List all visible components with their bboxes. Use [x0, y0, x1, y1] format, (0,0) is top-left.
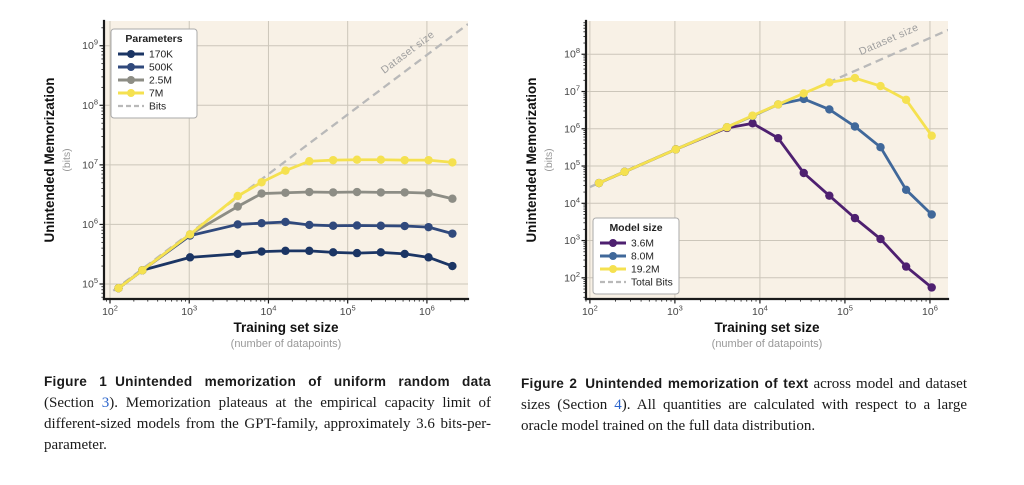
y-axis-sublabel: (bits) — [543, 148, 555, 171]
svg-text:107: 107 — [564, 84, 580, 99]
tick-marks — [99, 27, 466, 304]
svg-text:104: 104 — [261, 304, 277, 319]
series-7m-markers — [114, 155, 457, 293]
figure2-caption-text-pre: across model and dataset sizes (Section — [521, 376, 967, 413]
legend-item-170k: 170K — [118, 50, 173, 61]
svg-text:103: 103 — [564, 233, 580, 248]
legend-item-bits: Bits — [118, 102, 166, 113]
svg-text:106: 106 — [922, 304, 938, 319]
legend-item-19.2m: 19.2M — [600, 265, 660, 276]
svg-text:103: 103 — [667, 304, 683, 319]
legend: Parameters 170K 500K 2.5M 7M Bits — [110, 28, 198, 119]
svg-text:7M: 7M — [149, 89, 163, 100]
x-axis-label: Training set size — [233, 320, 339, 335]
legend-title: Parameters — [125, 33, 182, 45]
legend-title: Model size — [609, 222, 662, 234]
figure2-caption: Figure 2 Unintended memorization of text … — [521, 373, 967, 437]
svg-text:104: 104 — [564, 195, 580, 210]
svg-text:103: 103 — [181, 304, 197, 319]
svg-text:105: 105 — [564, 158, 580, 173]
figure1-plot: 102 103 104 105 106 105 106 107 108 109 Training s… — [42, 19, 470, 350]
axes-spines — [102, 19, 470, 301]
figure1-caption: Figure 1 Unintended memorization of unifo… — [44, 371, 491, 456]
svg-text:500K: 500K — [149, 63, 173, 74]
axes-spines — [584, 19, 950, 301]
y-axis-sublabel: (bits) — [61, 148, 73, 171]
legend-item-total-bits: Total Bits — [600, 278, 673, 289]
tick-marks — [581, 22, 931, 304]
y-axis-label: Unintended Memorization — [42, 78, 57, 243]
section-3-link[interactable]: 3 — [101, 395, 110, 411]
legend-item-3.6m: 3.6M — [600, 239, 654, 250]
svg-text:Total Bits: Total Bits — [631, 278, 673, 289]
series-layer — [589, 28, 948, 292]
figure1-caption-text-post: ). Memorization plateaus at the empirica… — [44, 395, 491, 453]
x-axis-sublabel: (number of datapoints) — [231, 338, 342, 350]
figure2-caption-text-post: ). All quantities are calculated with re… — [521, 397, 967, 434]
legend-item-2.5m: 2.5M — [118, 76, 172, 87]
figure1-caption-text-pre: (Section — [44, 395, 102, 411]
series-layer — [112, 23, 468, 293]
legend-item-500k: 500K — [118, 63, 173, 74]
x-axis-sublabel: (number of datapoints) — [712, 338, 823, 350]
svg-text:3.6M: 3.6M — [631, 239, 654, 250]
svg-text:170K: 170K — [149, 50, 173, 61]
svg-text:106: 106 — [82, 216, 98, 231]
svg-text:106: 106 — [419, 304, 435, 319]
svg-text:2.5M: 2.5M — [149, 76, 172, 87]
figure1-caption-label: Figure 1 — [44, 374, 108, 389]
y-axis-label: Unintended Memorization — [524, 78, 539, 243]
figure2-caption-label: Figure 2 — [521, 376, 578, 391]
svg-text:106: 106 — [564, 121, 580, 136]
section-4-link[interactable]: 4 — [614, 397, 622, 413]
svg-text:109: 109 — [82, 38, 98, 53]
svg-text:108: 108 — [564, 46, 580, 61]
figure2-plot: 102 103 104 105 106 102 103 104 105 106 107 108 Trai… — [524, 19, 950, 350]
svg-text:105: 105 — [82, 276, 98, 291]
svg-text:8.0M: 8.0M — [631, 252, 654, 263]
legend-item-8.0m: 8.0M — [600, 252, 654, 263]
series-19.2m-markers — [594, 73, 936, 188]
svg-text:102: 102 — [102, 304, 118, 319]
x-axis-label: Training set size — [714, 320, 820, 335]
svg-text:102: 102 — [582, 304, 598, 319]
gridlines — [586, 21, 948, 299]
svg-text:102: 102 — [564, 270, 580, 285]
svg-text:19.2M: 19.2M — [631, 265, 660, 276]
tick-labels: 102 103 104 105 106 102 103 104 105 106 107 108 — [564, 46, 938, 318]
svg-text:104: 104 — [752, 304, 768, 319]
series-19.2m-line — [598, 76, 933, 185]
figure1-caption-title: Unintended memorization of uniform rando… — [115, 374, 491, 389]
svg-text:108: 108 — [82, 97, 98, 112]
svg-text:Bits: Bits — [149, 102, 166, 113]
svg-text:105: 105 — [340, 304, 356, 319]
legend-item-7m: 7M — [118, 89, 163, 100]
svg-text:105: 105 — [837, 304, 853, 319]
legend: Model size 3.6M 8.0M 19.2M Total Bits — [592, 217, 680, 295]
svg-text:107: 107 — [82, 157, 98, 172]
series-bits-line — [112, 23, 468, 292]
figure2-caption-title: Unintended memorization of text — [585, 376, 809, 391]
